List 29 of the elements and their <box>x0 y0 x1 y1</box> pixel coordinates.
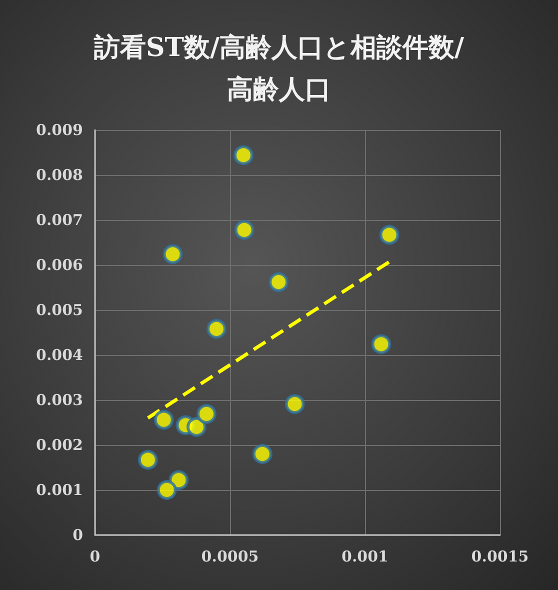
point <box>252 444 272 464</box>
y-tick-label: 0.001 <box>36 481 83 499</box>
point <box>371 334 392 354</box>
y-tick-label: 0.002 <box>36 436 83 454</box>
y-tick-label: 0.008 <box>36 166 83 184</box>
point <box>138 450 158 470</box>
point <box>268 272 289 292</box>
point <box>234 145 254 166</box>
y-tick-label: 0.003 <box>36 391 83 409</box>
x-tick-label: 0.0005 <box>201 548 259 566</box>
point <box>156 480 177 500</box>
point <box>196 404 217 424</box>
chart-title: 訪看ST数/高齢人口と相談件数/高齢人口 <box>92 33 465 105</box>
point <box>379 224 400 245</box>
y-tick-label: 0.007 <box>36 211 83 229</box>
y-tick-label: 0.004 <box>36 346 83 364</box>
point <box>206 318 226 339</box>
y-tick-label: 0 <box>72 526 83 544</box>
x-tick-label: 0.001 <box>342 548 388 566</box>
y-tick-label: 0.009 <box>36 121 83 139</box>
y-tick-label: 0.006 <box>36 256 83 274</box>
point <box>284 394 305 414</box>
y-tick-label: 0.005 <box>36 301 83 319</box>
x-tick-label: 0 <box>90 548 100 566</box>
point <box>162 244 183 264</box>
point <box>154 410 174 430</box>
point <box>186 417 207 437</box>
x-tick-label: 0.0015 <box>471 548 529 566</box>
point <box>234 220 254 240</box>
